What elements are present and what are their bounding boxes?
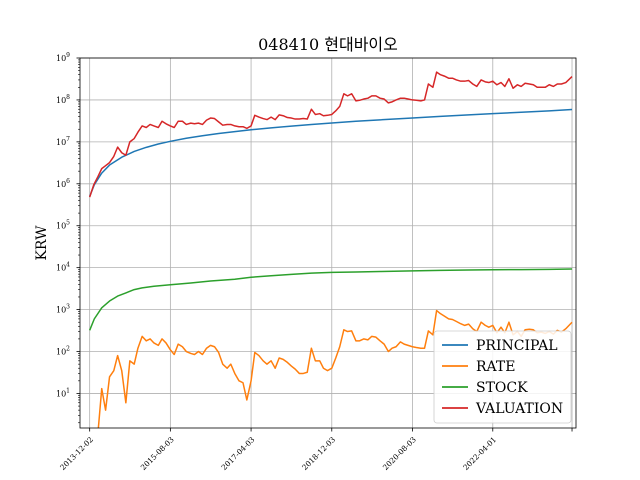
- y-tick-label: 101: [56, 387, 70, 398]
- series-line-valuation: [88, 71, 573, 198]
- legend: PRINCIPAL RATE STOCK VALUATION: [433, 330, 572, 424]
- legend-label-stock: STOCK: [476, 380, 528, 396]
- series-line-stock: [88, 268, 573, 331]
- plot-frame: [79, 57, 577, 429]
- y-tick-label: 102: [56, 346, 70, 357]
- x-tick-label: 2022-04-01: [461, 435, 498, 472]
- x-tick-label: 2017-04-03: [220, 435, 257, 472]
- y-axis-label: KRW: [34, 225, 50, 261]
- y-tick-label: 106: [56, 178, 70, 189]
- x-tick-label: 2013-12-02: [58, 435, 95, 472]
- x-tick-label: 2015-08-03: [139, 435, 176, 472]
- series-layer: [88, 71, 573, 428]
- legend-box: [433, 330, 572, 424]
- y-tick-label: 105: [56, 220, 70, 231]
- x-tick-label: 2020-08-03: [381, 435, 418, 472]
- y-tick-label: 104: [56, 262, 70, 273]
- x-axis: 2013-12-02 2015-08-03 2017-04-03 2018-12-03…: [58, 428, 573, 472]
- y-axis: 101 102 103 104 105 106 107 108 109: [56, 52, 80, 424]
- chart-title: 048410 현대바이오: [258, 35, 398, 54]
- x-tick-label: 2018-12-03: [300, 435, 337, 472]
- legend-label-valuation: VALUATION: [475, 401, 563, 417]
- y-tick-label: 109: [56, 52, 70, 63]
- y-tick-label: 103: [56, 304, 70, 315]
- y-tick-label: 108: [56, 94, 70, 105]
- y-tick-label: 107: [56, 136, 70, 147]
- legend-label-principal: PRINCIPAL: [476, 338, 558, 354]
- series-line-rate: [97, 309, 573, 428]
- legend-label-rate: RATE: [476, 359, 515, 375]
